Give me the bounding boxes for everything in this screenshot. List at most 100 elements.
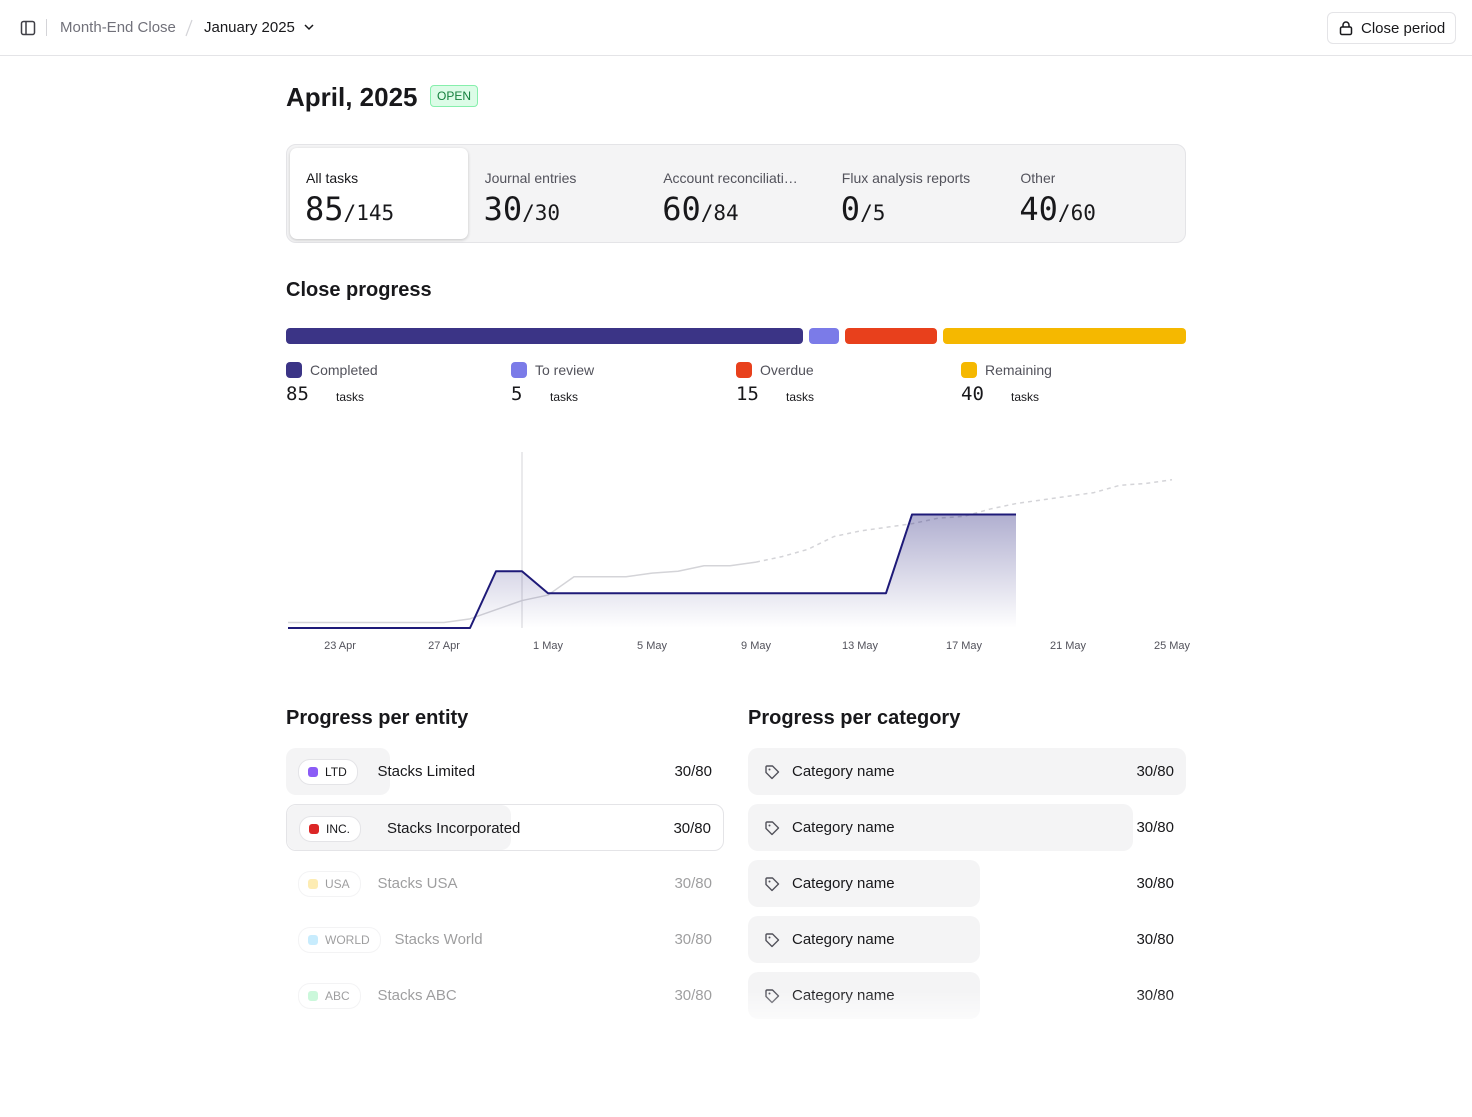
tab-label: Flux analysis reports	[841, 170, 971, 186]
close-period-button[interactable]: Close period	[1327, 12, 1456, 44]
bar-segment	[942, 328, 1186, 344]
entity-row[interactable]: ABC Stacks ABC 30/80	[286, 972, 724, 1019]
tag-icon	[765, 765, 780, 780]
category-name: Category name	[792, 987, 895, 1004]
entity-name: Stacks ABC	[377, 987, 457, 1004]
x-tick-label: 13 May	[842, 640, 879, 652]
category-row[interactable]: Category name 30/80	[748, 860, 1186, 907]
legend-label: To review	[535, 362, 595, 378]
category-name: Category name	[792, 763, 895, 780]
total-count: 5	[872, 201, 886, 225]
status-badge: OPEN	[430, 85, 479, 107]
row-progress	[748, 748, 1186, 795]
button-label: Close period	[1361, 20, 1446, 37]
entity-name: Stacks Incorporated	[387, 820, 521, 837]
tab[interactable]: Account reconciliati… 60/84	[647, 148, 825, 239]
legend-label: Completed	[310, 362, 378, 378]
separator: /	[700, 201, 714, 225]
category-row[interactable]: Category name 30/80	[748, 916, 1186, 963]
x-tick-label: 25 May	[1154, 640, 1191, 652]
tag-icon	[765, 989, 780, 1004]
breadcrumb-separator	[185, 19, 193, 37]
tab-label: Other	[1020, 170, 1056, 186]
legend-value: 85	[286, 383, 309, 405]
category-progress: 30/80	[1136, 763, 1174, 780]
x-tick-label: 27 Apr	[428, 640, 460, 652]
chevron	[304, 24, 314, 31]
entity-row[interactable]: WORLD Stacks World 30/80	[286, 916, 724, 963]
category-progress: 30/80	[1136, 875, 1174, 892]
separator: /	[860, 201, 873, 225]
done-count: 60	[662, 190, 701, 228]
legend-swatch	[511, 362, 527, 378]
legend-swatch	[736, 362, 752, 378]
legend-unit: tasks	[1011, 390, 1040, 404]
entity-code: LTD	[298, 759, 358, 785]
tab-count: 0/5	[841, 190, 886, 228]
done-count: 0	[840, 190, 861, 228]
bar-segment	[286, 328, 804, 344]
row-progress	[748, 972, 980, 1019]
entity-row[interactable]: USA Stacks USA 30/80	[286, 860, 724, 907]
section-title: Progress per entity	[286, 707, 469, 729]
progress-bar	[286, 328, 1186, 344]
row-progress	[748, 916, 980, 963]
entity-dot	[308, 935, 318, 945]
separator: /	[1057, 201, 1071, 225]
tab-label: Journal entries	[484, 170, 577, 186]
done-count: 40	[1019, 190, 1058, 228]
legend-value: 40	[961, 383, 984, 405]
period-select[interactable]: January 2025	[204, 19, 295, 36]
category-progress: 30/80	[1136, 987, 1174, 1004]
lock-icon	[1339, 21, 1353, 36]
entity-progress: 30/80	[673, 820, 711, 837]
breadcrumb[interactable]: Month-End Close	[60, 19, 176, 36]
bar-segment	[845, 328, 937, 344]
tab-count: 40/60	[1019, 190, 1095, 228]
tab[interactable]: Flux analysis reports 0/5	[826, 148, 1004, 239]
row-progress	[748, 804, 1133, 851]
category-row[interactable]: Category name 30/80	[748, 748, 1186, 795]
entity-code: INC.	[299, 816, 361, 842]
tab-label: Account reconciliati…	[663, 170, 798, 186]
done-count: 30	[483, 190, 523, 228]
entity-dot	[308, 991, 318, 1001]
entity-dot	[309, 824, 319, 834]
legend-swatch	[286, 362, 302, 378]
category-progress: 30/80	[1136, 931, 1174, 948]
category-row[interactable]: Category name 30/80	[748, 804, 1186, 851]
chart: 23 Apr 27 Apr 1 May 5 May 9 May 13 May 17 May 2…	[288, 452, 1191, 652]
entity-dot	[308, 767, 318, 777]
line	[288, 513, 1016, 629]
area	[288, 514, 1016, 628]
category-list: Category name 30/80 Category name 30/80 Cate…	[748, 748, 1186, 1048]
legend-value: 15	[736, 383, 759, 405]
tag-icon	[765, 821, 780, 836]
entity-progress: 30/80	[674, 875, 712, 892]
entity-row[interactable]: LTD Stacks Limited 30/80	[286, 748, 724, 795]
category-name: Category name	[792, 931, 895, 948]
sidebar-toggle[interactable]	[20, 20, 36, 36]
x-tick-label: 1 May	[533, 640, 563, 652]
tab[interactable]: Journal entries 30/30	[469, 148, 647, 239]
total-count: 60	[1070, 201, 1096, 225]
category-name: Category name	[792, 819, 895, 836]
category-row[interactable]: Category name 30/80	[748, 972, 1186, 1019]
total-count: 84	[713, 201, 739, 225]
tab[interactable]: All tasks 85/145	[290, 148, 468, 239]
category-name: Category name	[792, 875, 895, 892]
entity-row[interactable]: INC. Stacks Incorporated 30/80	[286, 804, 724, 851]
section-title: Progress per category	[748, 707, 961, 729]
tab-count: 60/84	[662, 190, 738, 228]
tabs: All tasks 85/145 Journal entries 30/30 Accou…	[286, 144, 1186, 243]
tab[interactable]: Other 40/60	[1004, 148, 1182, 239]
entity-progress: 30/80	[674, 763, 712, 780]
top-bar: Month-End Close January 2025 Close perio…	[0, 0, 1472, 56]
legend-unit: tasks	[550, 390, 579, 404]
x-tick-label: 17 May	[946, 640, 983, 652]
legend-swatch	[961, 362, 977, 378]
entity-code: WORLD	[298, 927, 381, 953]
entity-list: LTD Stacks Limited 30/80 INC. Stacks Incorpo…	[286, 748, 724, 1048]
total-count: 145	[356, 201, 395, 225]
